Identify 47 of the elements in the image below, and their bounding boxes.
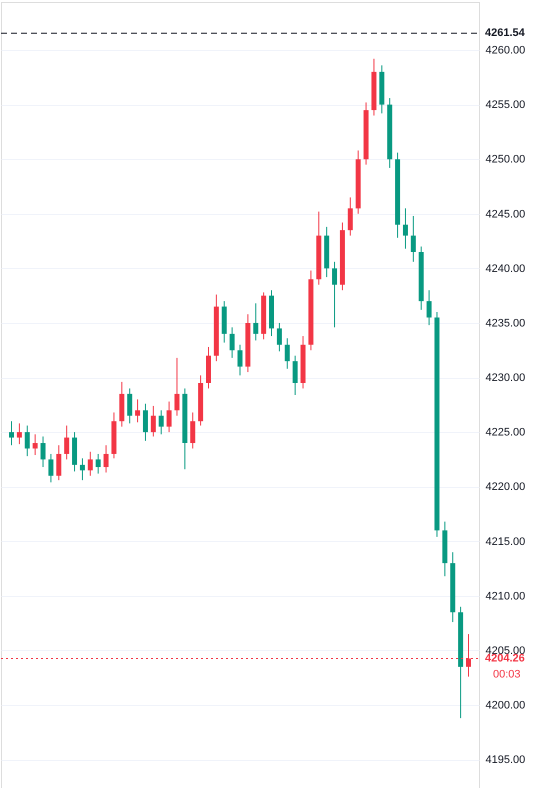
y-tick-label: 4215.00 xyxy=(486,536,526,548)
candlestick xyxy=(64,425,70,460)
ref-line-label: 4261.54 xyxy=(485,27,526,40)
candlestick xyxy=(402,208,408,250)
y-tick-label: 4230.00 xyxy=(486,372,526,384)
candlestick xyxy=(238,344,242,376)
y-tick-label: 4210.00 xyxy=(486,590,526,602)
y-tick-label: 4200.00 xyxy=(486,700,526,712)
candlestick xyxy=(9,420,14,446)
y-tick-label: 4255.00 xyxy=(486,99,526,112)
candlestick xyxy=(104,444,109,474)
y-tick-label: 4220.00 xyxy=(486,481,526,494)
y-tick-label: 4260.00 xyxy=(486,44,526,57)
y-tick-label: 4235.00 xyxy=(486,317,526,330)
candlestick xyxy=(48,453,54,483)
candlestick xyxy=(127,388,132,424)
candlestick xyxy=(40,436,46,468)
candlestick xyxy=(80,458,85,481)
y-tick-label: 4245.00 xyxy=(486,208,526,220)
candlestick xyxy=(56,444,62,481)
ref-line-label: 4204.26 xyxy=(485,652,525,665)
candlestick xyxy=(332,261,338,328)
candlestick xyxy=(166,401,172,433)
text: 00:03 xyxy=(493,668,521,681)
candlestick xyxy=(24,425,30,457)
candlestick xyxy=(88,451,93,476)
candlestick xyxy=(253,302,258,341)
candlestick xyxy=(16,422,22,445)
candlestick xyxy=(96,453,101,474)
candlestick xyxy=(150,405,156,437)
candlestick xyxy=(135,398,140,423)
y-tick-label: 4250.00 xyxy=(486,154,526,166)
candlestick xyxy=(426,290,432,326)
y-tick-label: 4240.00 xyxy=(486,262,526,275)
candlestick xyxy=(174,357,180,416)
candlestick xyxy=(190,412,196,449)
candlestick xyxy=(292,355,298,396)
y-tick-label: 4225.00 xyxy=(486,426,526,439)
candlestick xyxy=(284,338,290,370)
candlestick xyxy=(230,326,235,358)
candlestick xyxy=(348,196,353,236)
candlestick xyxy=(142,403,148,442)
candlestick xyxy=(276,322,282,352)
candlestick xyxy=(32,434,38,456)
candlestick xyxy=(410,215,416,262)
candlestick xyxy=(158,410,164,435)
y-tick-label: 4195.00 xyxy=(486,754,526,766)
